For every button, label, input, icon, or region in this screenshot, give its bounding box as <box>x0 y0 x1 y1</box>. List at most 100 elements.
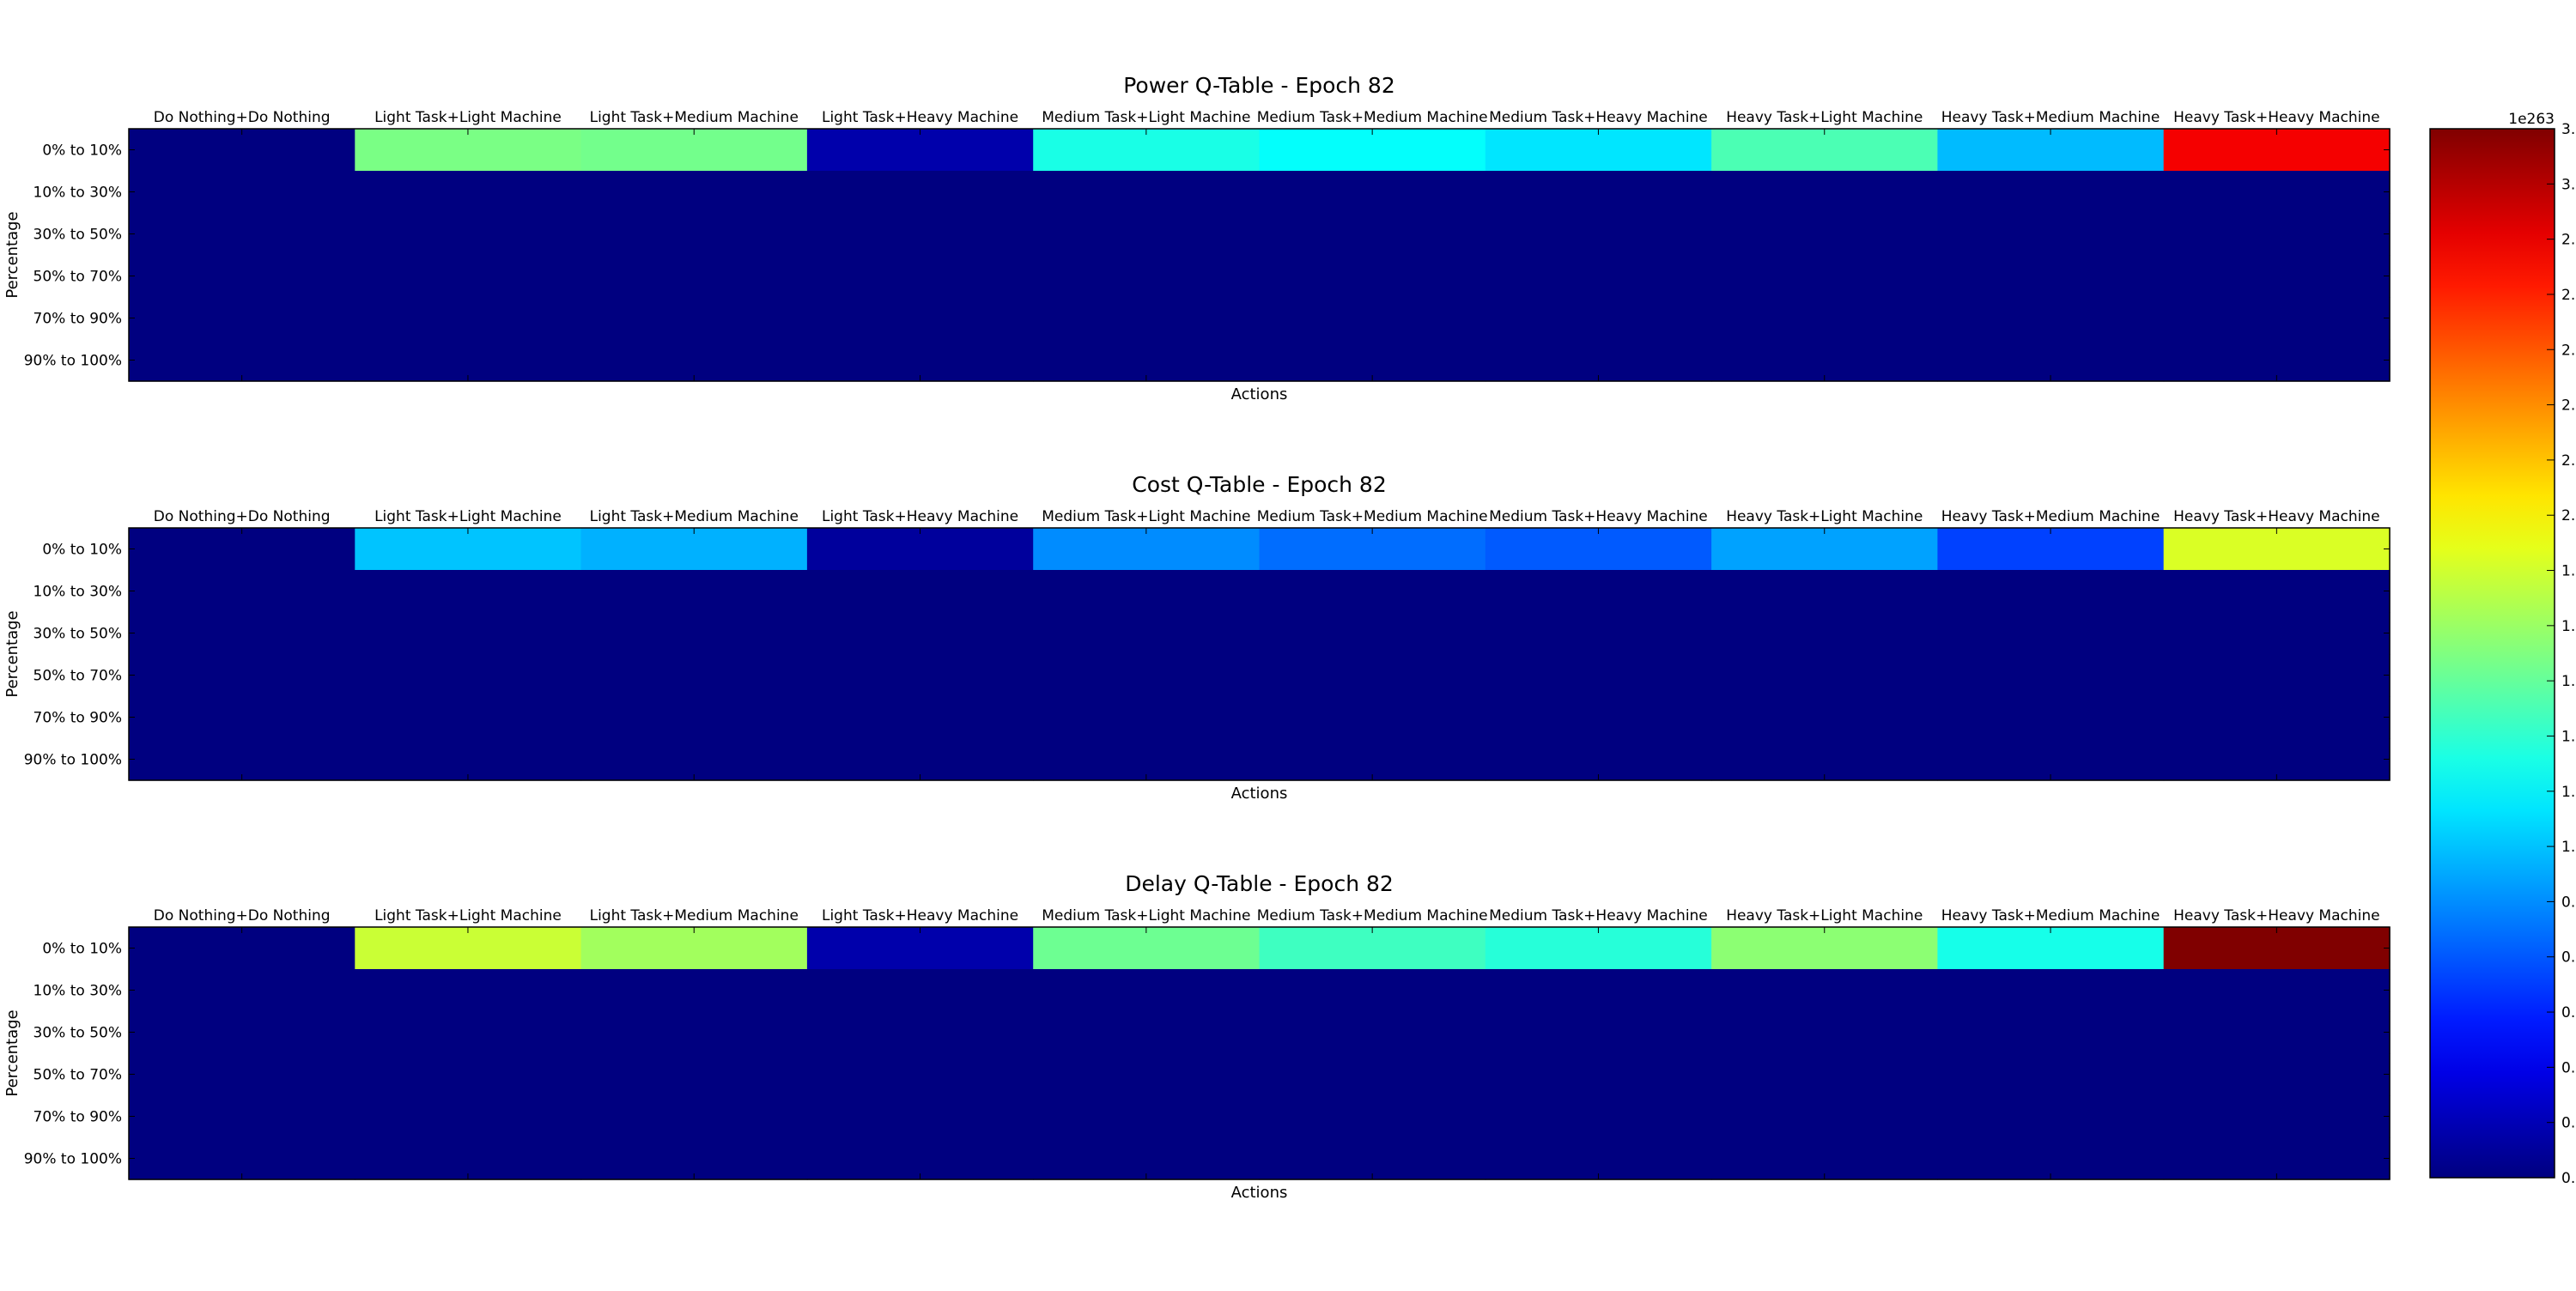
heatmap-cell <box>1260 129 1486 172</box>
heatmap-cell <box>1937 969 2164 1012</box>
y-axis-label: Percentage <box>3 610 21 697</box>
heatmap-cell <box>355 171 581 214</box>
colorbar-tick-label: 0.345 <box>2561 1059 2576 1076</box>
colorbar-tick-label: 0.863 <box>2561 894 2576 911</box>
heatmap-cell <box>581 654 808 697</box>
x-tick-label: Light Task+Light Machine <box>374 907 562 924</box>
heatmap-cell <box>807 570 1034 613</box>
heatmap-cell <box>807 528 1034 571</box>
heatmap-cell <box>807 927 1034 970</box>
heatmap-cell <box>129 927 355 970</box>
colorbar-tick-label: 1.208 <box>2561 784 2576 801</box>
heatmap-cell <box>129 1053 355 1096</box>
heatmap-cell <box>1485 1011 1712 1054</box>
heatmap-cell <box>355 570 581 613</box>
heatmap-cell <box>129 696 355 739</box>
y-tick-label: 50% to 70% <box>33 269 122 286</box>
heatmap-cell <box>2164 1011 2391 1054</box>
heatmap-cell <box>1260 969 1486 1012</box>
heatmap-cell <box>1260 570 1486 613</box>
heatmap-cell <box>129 213 355 256</box>
heatmap-cell <box>2164 654 2391 697</box>
heatmap-cell <box>1485 528 1712 571</box>
heatmap-cell <box>355 969 581 1012</box>
heatmap-cell <box>807 696 1034 739</box>
heatmap-cell <box>1485 129 1712 172</box>
heatmap-cell <box>1937 255 2164 298</box>
heatmap-cell <box>129 171 355 214</box>
x-tick-label: Heavy Task+Heavy Machine <box>2173 109 2379 126</box>
heatmap-cell <box>1260 654 1486 697</box>
colorbar <box>2430 129 2555 1178</box>
heatmap-cell <box>1711 213 1938 256</box>
heatmap-cell <box>1033 927 1260 970</box>
x-tick-label: Light Task+Heavy Machine <box>822 508 1018 525</box>
x-tick-label: Medium Task+Heavy Machine <box>1489 907 1708 924</box>
heatmap-cell <box>1711 1095 1938 1138</box>
x-tick-label: Light Task+Heavy Machine <box>822 109 1018 126</box>
heatmap-cell <box>1937 297 2164 340</box>
x-tick-label: Medium Task+Light Machine <box>1042 907 1250 924</box>
heatmap-cell <box>355 696 581 739</box>
chart-title: Delay Q-Table - Epoch 82 <box>1125 871 1394 896</box>
heatmap-cell <box>1260 528 1486 571</box>
x-tick-label: Light Task+Medium Machine <box>590 508 799 525</box>
heatmap-cell <box>1711 696 1938 739</box>
y-tick-label: 10% to 30% <box>33 983 122 1000</box>
y-tick-label: 70% to 90% <box>33 311 122 328</box>
heatmap-cell <box>1033 570 1260 613</box>
x-tick-label: Light Task+Light Machine <box>374 109 562 126</box>
heatmap-cell <box>129 1011 355 1054</box>
heatmap-cell <box>1937 213 2164 256</box>
heatmap-cell <box>1485 612 1712 655</box>
heatmap-cell <box>1033 528 1260 571</box>
heatmap-cell <box>1033 255 1260 298</box>
heatmap-cell <box>355 213 581 256</box>
heatmap-cell <box>355 654 581 697</box>
y-axis-label: Percentage <box>3 1009 21 1096</box>
heatmap-cell <box>581 1011 808 1054</box>
heatmap-cell <box>2164 969 2391 1012</box>
y-axis-label: Percentage <box>3 211 21 298</box>
colorbar-tick-label: 0.173 <box>2561 1115 2576 1132</box>
heatmap-cell <box>1937 612 2164 655</box>
heatmap-cell <box>1260 297 1486 340</box>
heatmap-cell <box>581 969 808 1012</box>
heatmap-cell <box>581 255 808 298</box>
heatmap-cell <box>807 171 1034 214</box>
heatmap-cell <box>355 1053 581 1096</box>
heatmap-cell <box>1033 297 1260 340</box>
x-tick-label: Light Task+Medium Machine <box>590 109 799 126</box>
heatmap-cell <box>2164 696 2391 739</box>
heatmap-cell <box>1711 1053 1938 1096</box>
x-tick-label: Light Task+Heavy Machine <box>822 907 1018 924</box>
heatmap-cell <box>581 612 808 655</box>
colorbar-tick-label: 1.725 <box>2561 618 2576 635</box>
heatmap-cell <box>1711 255 1938 298</box>
heatmap-cell <box>355 255 581 298</box>
heatmap-cell <box>1711 570 1938 613</box>
heatmap-cell <box>1033 1053 1260 1096</box>
y-tick-label: 50% to 70% <box>33 1067 122 1084</box>
heatmap-cell <box>581 1053 808 1096</box>
y-tick-label: 0% to 10% <box>42 542 122 559</box>
heatmap-cell <box>129 969 355 1012</box>
heatmap-cell <box>1033 213 1260 256</box>
heatmap-cell <box>129 255 355 298</box>
heatmap-cell <box>355 612 581 655</box>
heatmap-cell <box>1260 612 1486 655</box>
x-tick-label: Heavy Task+Medium Machine <box>1941 109 2160 126</box>
heatmap-cell <box>807 612 1034 655</box>
x-tick-label: Medium Task+Medium Machine <box>1257 109 1488 126</box>
heatmap-cell <box>1937 1053 2164 1096</box>
heatmap-cell <box>1260 927 1486 970</box>
chart-title: Power Q-Table - Epoch 82 <box>1123 73 1395 98</box>
heatmap-cell <box>1260 213 1486 256</box>
x-tick-label: Light Task+Light Machine <box>374 508 562 525</box>
heatmap-cell <box>807 654 1034 697</box>
y-tick-label: 30% to 50% <box>33 227 122 244</box>
heatmap-cell <box>581 171 808 214</box>
heatmap-cell <box>1937 654 2164 697</box>
heatmap-cell <box>581 297 808 340</box>
colorbar-tick-label: 1.898 <box>2561 563 2576 580</box>
